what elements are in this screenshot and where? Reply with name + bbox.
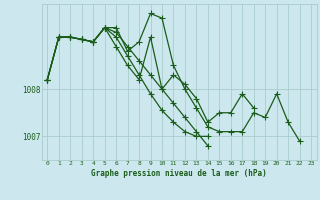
X-axis label: Graphe pression niveau de la mer (hPa): Graphe pression niveau de la mer (hPa) bbox=[91, 169, 267, 178]
